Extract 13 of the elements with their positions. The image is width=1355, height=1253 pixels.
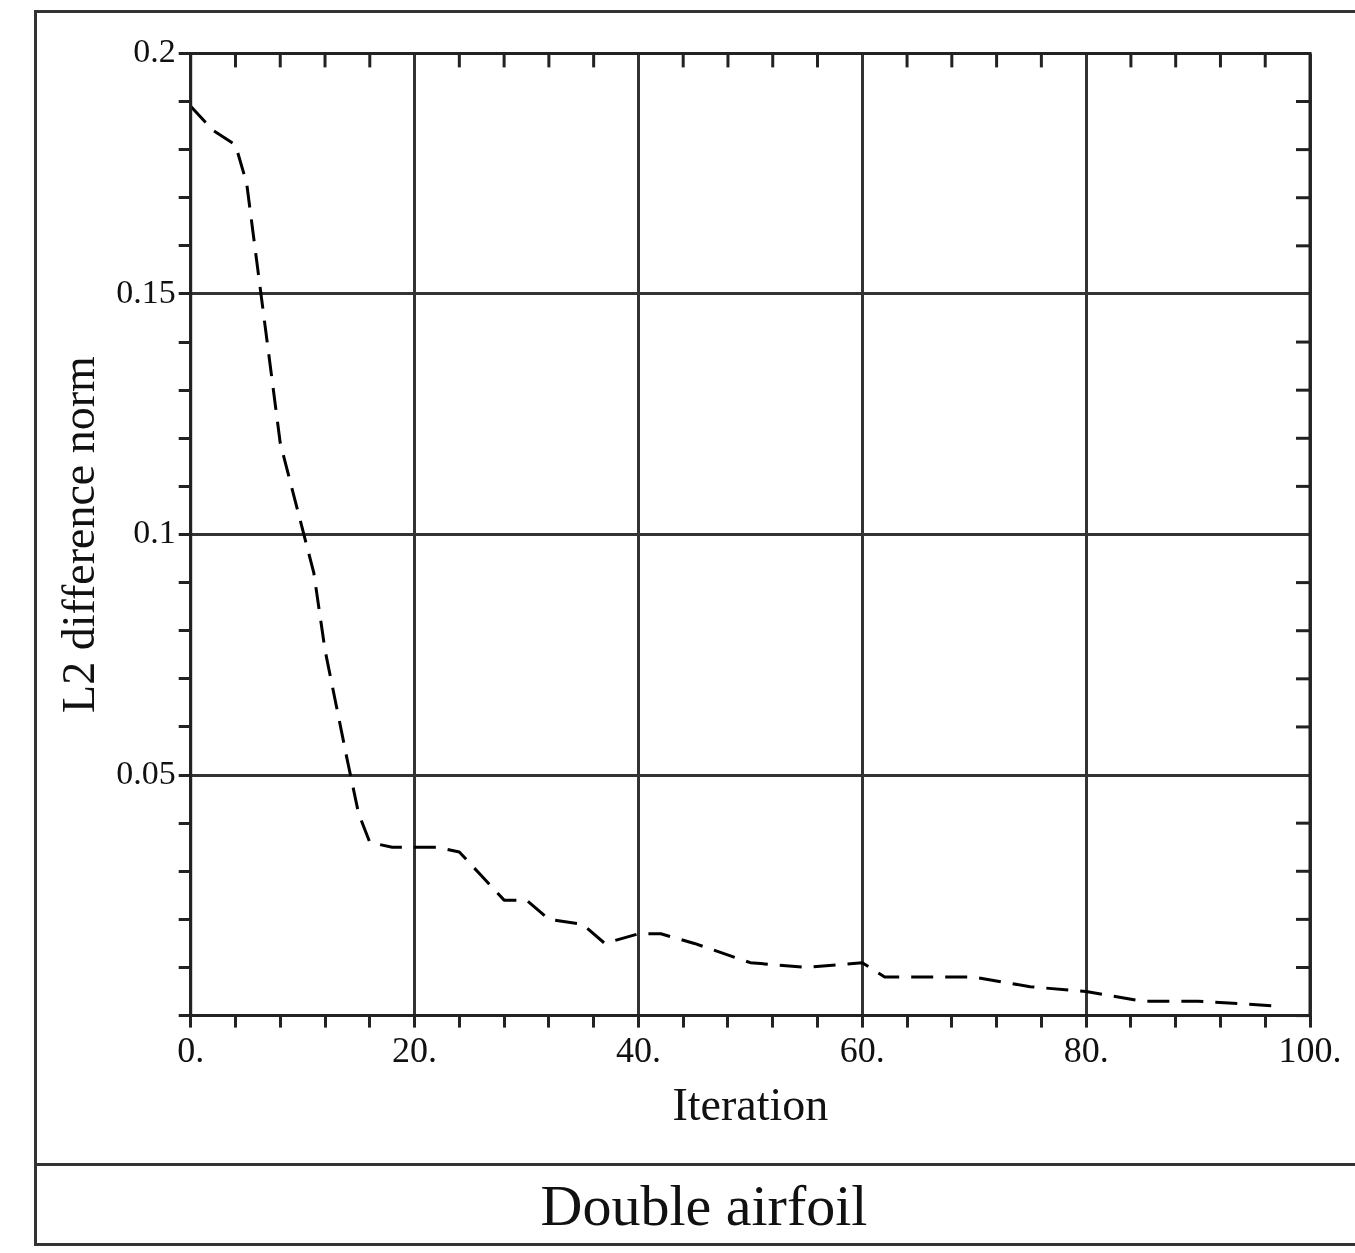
- y-tick-label: 0.1: [133, 513, 176, 551]
- y-tick-label: 0.2: [133, 32, 176, 70]
- x-tick-label: 40.: [615, 1029, 661, 1070]
- x-tick-label: 60.: [839, 1029, 885, 1070]
- x-tick-label: 0.: [177, 1029, 205, 1070]
- x-tick-label: 20.: [392, 1029, 438, 1070]
- y-tick-label: 0.15: [116, 272, 176, 310]
- x-axis-title: Iteration: [672, 1079, 829, 1131]
- x-tick-label: 100.: [1278, 1029, 1342, 1070]
- text: Double airfoil: [539, 1172, 869, 1239]
- y-tick-label: 0.05: [116, 753, 176, 791]
- x-tick-label: 80.: [1063, 1029, 1109, 1070]
- y-axis-title: L2 difference norm: [52, 355, 104, 713]
